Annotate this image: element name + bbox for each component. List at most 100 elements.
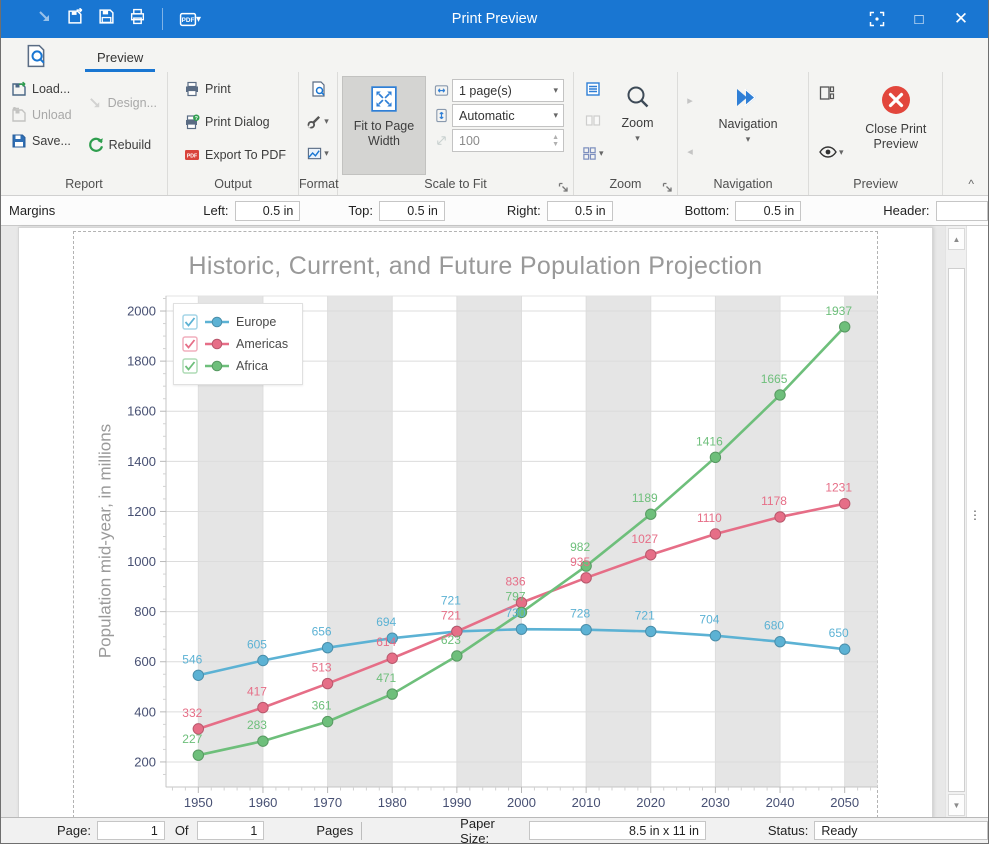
point-europe-2050 [839,644,849,654]
focus-mode-icon[interactable] [860,4,894,34]
data-label: 935 [570,555,590,569]
legend-marker-icon [204,315,230,329]
two-page-view-button[interactable] [581,108,605,134]
design-button[interactable]: Design... [82,90,163,116]
legend-item-europe[interactable]: Europe [182,311,288,333]
data-label: 728 [570,607,590,621]
data-label: 1027 [631,532,658,546]
data-label: 836 [505,574,525,588]
page-width-view-button[interactable] [581,76,605,102]
print-icon[interactable] [129,8,146,30]
zoom-button[interactable]: Zoom ▾ [612,76,664,175]
point-africa-1950 [193,750,203,760]
point-africa-1970 [322,716,332,726]
save-report-button[interactable]: Save... [5,128,82,154]
margins-title: Margins [9,203,55,218]
data-label: 680 [764,619,784,633]
data-label: 546 [182,652,202,666]
page-number-field[interactable]: 1 [97,821,165,840]
legend-checkbox-icon[interactable] [182,336,198,352]
open-report-icon[interactable] [67,8,84,30]
page-count-combo[interactable]: 1 page(s) ▾ [452,79,564,102]
print-dialog-button[interactable]: ? Print Dialog [178,109,292,135]
customization-caret-icon[interactable]: ▾ [324,116,329,127]
data-label: 513 [312,661,332,675]
thumbnails-panel-button[interactable] [815,80,848,106]
x-tick-label: 1960 [248,795,277,810]
y-tick-label: 1000 [127,554,156,569]
x-tick-label: 1990 [442,795,471,810]
close-button[interactable]: ✕ [944,4,978,34]
multiple-pages-caret-icon[interactable]: ▾ [599,148,604,159]
export-caret-icon[interactable]: ▾ [196,14,201,25]
close-print-preview-button[interactable]: Close Print Preview [854,76,938,175]
scroll-up-icon[interactable]: ▲ [948,228,965,250]
print-button[interactable]: Print [178,76,292,102]
legend-item-americas[interactable]: Americas [182,333,288,355]
group-scale-to-fit: Fit to Page Width 1 page(s) ▾ [338,72,574,195]
rebuild-button[interactable]: Rebuild [82,132,163,158]
collapse-ribbon-icon[interactable]: ^ [968,177,974,191]
left-margin-label: Left: [203,203,228,218]
export-to-pdf-button[interactable]: PDF Export To PDF [178,142,292,168]
scroll-down-icon[interactable]: ▼ [948,794,965,816]
visibility-button[interactable]: ▾ [815,139,848,165]
page-total-field[interactable]: 1 [197,821,265,840]
export-pdf-icon[interactable]: PDF ▾ [179,11,201,28]
thumbnails-splitter[interactable]: ⋮ [966,226,988,818]
zoom-percent-spinner[interactable]: 100 ▲ ▼ [452,129,564,152]
y-tick-label: 800 [134,604,156,619]
legend-checkbox-icon[interactable] [182,314,198,330]
zoom-dialog-launcher-icon[interactable] [662,180,674,192]
y-tick-label: 2000 [127,304,156,319]
maximize-button[interactable]: □ [902,4,936,34]
tab-preview[interactable]: Preview [83,44,157,72]
app-menu-button[interactable] [13,40,59,72]
fit-height-combo[interactable]: Automatic ▾ [452,104,564,127]
spinner-up-icon[interactable]: ▲ [552,134,559,141]
page-setup-button[interactable] [306,76,330,102]
ribbon: Preview Load... Unload [1,38,988,196]
right-margin-label: Right: [507,203,541,218]
watermark-caret-icon[interactable]: ▾ [324,148,329,159]
customization-button[interactable]: ▾ [303,108,333,134]
group-label-format: Format [299,175,337,195]
group-label-output: Output [168,175,298,195]
bottom-margin-field[interactable]: 0.5 in [735,201,801,221]
save-icon[interactable] [98,8,115,30]
legend-checkbox-icon[interactable] [182,358,198,374]
previous-page-icon[interactable]: ◂ [682,131,698,171]
design-arrow-icon[interactable] [37,9,53,30]
spinner-down-icon[interactable]: ▼ [552,141,559,148]
next-page-icon[interactable]: ▸ [682,80,698,120]
chart-legend: EuropeAmericas Africa [173,303,303,385]
data-label: 227 [182,732,202,746]
visibility-caret-icon[interactable]: ▾ [839,147,844,158]
splitter-grip-icon[interactable]: ⋮ [969,508,981,522]
group-label-scale-to-fit: Scale to Fit [338,175,573,195]
x-tick-label: 1980 [378,795,407,810]
point-europe-2040 [775,637,785,647]
header-margin-field[interactable] [936,201,988,221]
legend-label: Africa [236,359,268,373]
right-margin-field[interactable]: 0.5 in [547,201,613,221]
point-americas-1980 [387,653,397,663]
load-button[interactable]: Load... [5,76,82,102]
fit-to-page-width-button[interactable]: Fit to Page Width [342,76,426,175]
title-bar: PDF ▾ Print Preview □ ✕ [1,0,988,38]
legend-item-africa[interactable]: Africa [182,355,288,377]
scrollbar-thumb[interactable] [948,268,965,792]
scale-dialog-launcher-icon[interactable] [558,180,570,192]
top-margin-field[interactable]: 0.5 in [379,201,445,221]
watermark-button[interactable]: ▾ [303,140,333,166]
navigation-button[interactable]: Navigation ▾ [698,76,798,175]
vertical-scrollbar[interactable]: ▲ ▼ [945,226,966,818]
unload-button[interactable]: Unload [5,102,82,128]
point-americas-2020 [646,550,656,560]
data-label: 1416 [696,434,723,448]
of-label: Of [175,823,189,838]
left-margin-field[interactable]: 0.5 in [235,201,301,221]
fit-height-icon [434,108,449,123]
multiple-pages-button[interactable]: ▾ [578,140,608,166]
data-label: 1110 [697,511,722,525]
